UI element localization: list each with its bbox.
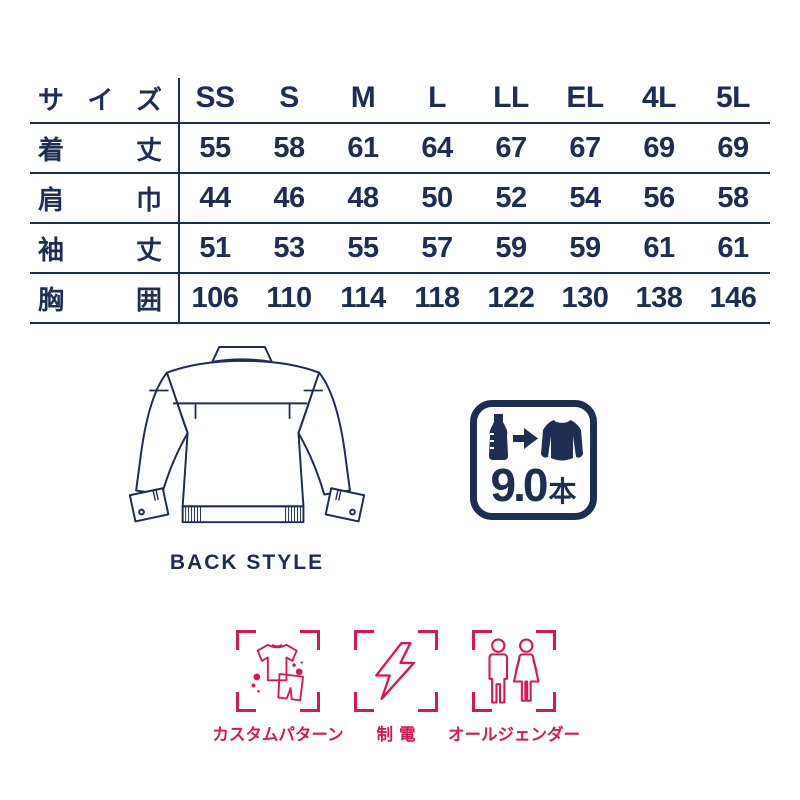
cell: 59 [569,231,601,264]
cell: 110 [266,281,312,314]
long-sleeve-shirt-icon [541,416,583,461]
bracket-corner [536,630,556,650]
cell: 51 [199,231,231,264]
row-label: 着丈 [38,134,162,165]
cell: 50 [421,181,453,214]
bracket-corner [472,692,492,712]
cell: 130 [561,281,609,314]
bracket-corner [354,630,374,650]
pet-count-unit: 本 [548,476,577,507]
table-row-chest: 胸囲 106 110 114 118 122 130 138 146 [30,274,770,324]
cell: 57 [421,231,453,264]
pet-bottle-count: 9.0 本 [491,462,577,508]
cell: 67 [495,131,527,164]
row-label: 袖丈 [38,234,162,265]
jacket-back-icon [128,345,366,524]
size-col-5l: 5L [715,81,751,114]
table-row-shoulder-width: 肩巾 44 46 48 50 52 54 56 58 [30,174,770,224]
pet-bottle-icon [489,414,508,460]
table-row-body-length: 着丈 55 58 61 64 67 67 69 69 [30,124,770,174]
table-header-row: サイズ SS S M L LL EL 4L 5L [30,74,770,124]
cell: 55 [199,131,231,164]
feature-label-custom-pattern: カスタムパターン [212,726,344,744]
bracket-corner [472,630,492,650]
cell: 106 [191,281,239,314]
cell: 54 [569,181,601,214]
feature-all-gender: オールジェンダー [432,630,596,745]
cell: 52 [495,181,527,214]
cell: 46 [273,181,305,214]
cell: 122 [487,281,535,314]
table-vertical-divider [178,78,180,324]
cell: 67 [569,131,601,164]
bracket-corner [418,630,438,650]
custom-pattern-icon [251,643,304,702]
anti-static-icon [375,642,416,700]
size-header-label: サイズ [38,84,162,115]
cell: 56 [643,181,675,214]
size-col-s: S [279,81,299,114]
cell: 118 [414,281,460,314]
cell: 64 [421,131,453,164]
feature-label-all-gender: オールジェンダー [448,726,580,744]
cell: 44 [199,181,231,214]
bracket-corner [418,692,438,712]
cell: 146 [709,281,757,314]
bracket-corner [300,692,320,712]
cell: 53 [273,231,305,264]
bracket-frame [472,630,556,712]
cell: 55 [347,231,379,264]
bracket-frame [236,630,320,712]
bottle-ridges [490,433,494,449]
cell: 48 [347,181,379,214]
pet-count-value: 9.0 [490,459,549,511]
cell: 69 [717,131,749,164]
size-col-ss: SS [195,81,235,114]
bracket-corner [300,630,320,650]
size-col-m: M [350,81,376,114]
bracket-corner [236,692,256,712]
recycled-pet-badge: 9.0 本 [470,400,597,520]
cell: 58 [273,131,305,164]
size-spec-table: サイズ SS S M L LL EL 4L 5L 着丈 55 58 61 64 … [30,74,770,324]
bracket-corner [354,692,374,712]
arrow-right-icon [513,428,538,449]
row-label: 肩巾 [38,184,162,215]
feature-anti-static: 制電 [315,630,477,745]
cell: 138 [635,281,683,314]
size-col-el: EL [566,81,604,114]
row-label: 胸囲 [38,284,162,315]
table-row-sleeve-length: 袖丈 51 53 55 57 59 59 61 61 [30,224,770,274]
cell: 61 [717,231,749,264]
bracket-corner [236,630,256,650]
cell: 58 [717,181,749,214]
feature-label-anti-static: 制電 [376,726,422,744]
cell: 59 [495,231,527,264]
size-col-4l: 4L [641,81,677,114]
size-col-l: L [428,81,446,114]
back-style-caption: BACK STYLE [169,551,325,574]
cell: 61 [347,131,379,164]
cell: 61 [643,231,675,264]
jacket-back-illustration: BACK STYLE [128,344,366,575]
cell: 69 [643,131,675,164]
pet-bottle-to-shirt-icon [489,414,583,461]
all-gender-icon [488,638,540,704]
cell: 114 [340,281,386,314]
size-col-ll: LL [493,81,529,114]
feature-custom-pattern: カスタムパターン [198,630,358,745]
bracket-corner [536,692,556,712]
bracket-frame [354,630,438,712]
